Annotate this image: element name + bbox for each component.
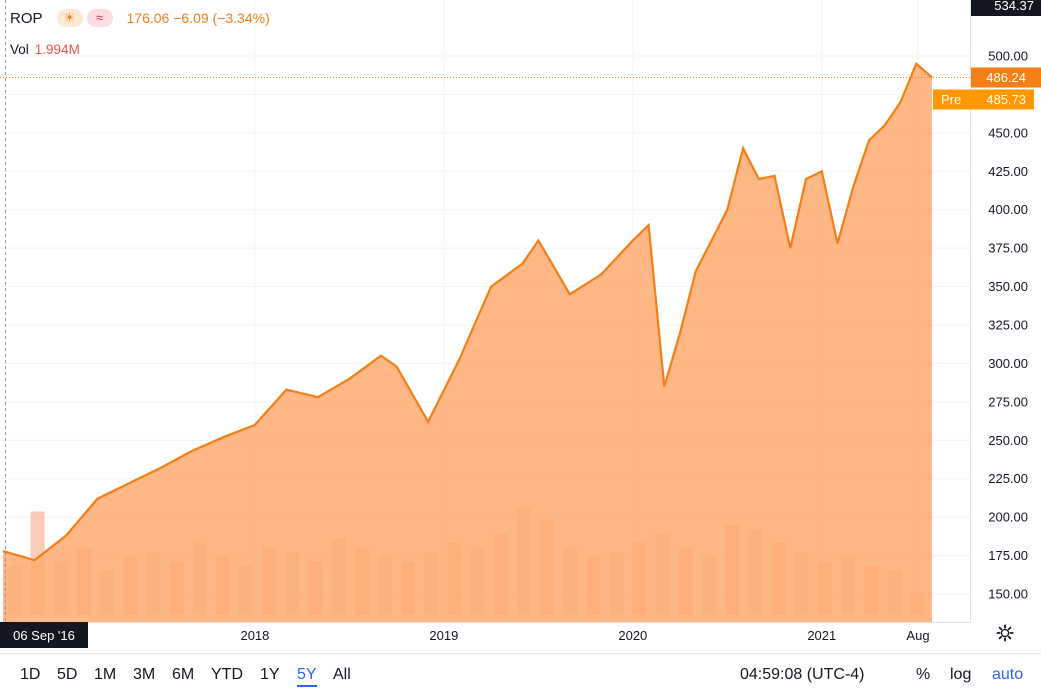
price-tick-label: 300.00 — [988, 356, 1028, 371]
pre-market-price: 485.73 — [986, 92, 1026, 107]
symbol-label[interactable]: ROP — [10, 9, 43, 27]
price-quote: 176.06 −6.09 (−3.34%) — [126, 10, 270, 26]
price-line — [2, 61, 933, 562]
chart-legend: ROP ☀ ≈ 176.06 −6.09 (−3.34%) — [10, 9, 270, 27]
time-tick-label: 2018 — [240, 628, 269, 643]
start-date-badge: 06 Sep '16 — [0, 622, 88, 648]
price-chart[interactable]: 150.00 175.00 200.00 225.00 250.00 275.00 300.… — [0, 0, 1041, 653]
price-tick-label: 175.00 — [988, 548, 1028, 563]
price-tick-label: 350.00 — [988, 279, 1028, 294]
range-5y-button[interactable]: 5Y — [297, 666, 317, 687]
price-tick-label: 250.00 — [988, 433, 1028, 448]
top-price-badge: 534.37 — [971, 0, 1041, 16]
volume-label: Vol — [10, 42, 29, 57]
price-axis-ticks: 150.00 175.00 200.00 225.00 250.00 275.00 300.… — [988, 49, 1028, 602]
price-tick-label: 325.00 — [988, 318, 1028, 333]
time-tick-label: 2019 — [429, 628, 458, 643]
auto-scale-button[interactable]: auto — [992, 666, 1024, 683]
bottom-toolbar: 1D 5D 1M 3M 6M YTD 1Y 5Y All 04:59:08 (U… — [0, 653, 1041, 698]
price-tick-label: 375.00 — [988, 241, 1028, 256]
top-price-label: 534.37 — [994, 0, 1034, 13]
range-6m-button[interactable]: 6M — [172, 666, 195, 683]
pre-market-badge: Pre 485.73 — [933, 89, 1034, 110]
clock-readout[interactable]: 04:59:08 (UTC-4) — [740, 666, 865, 683]
volume-value: 1.994M — [34, 42, 80, 57]
wave-icon: ≈ — [86, 9, 113, 27]
percent-scale-button[interactable]: % — [916, 666, 931, 683]
start-date-label: 06 Sep '16 — [13, 628, 75, 643]
time-tick-label: Aug — [906, 628, 929, 643]
range-5d-button[interactable]: 5D — [57, 666, 78, 683]
time-tick-label: 2020 — [618, 628, 647, 643]
current-price-label: 486.24 — [986, 70, 1026, 85]
range-3m-button[interactable]: 3M — [133, 666, 156, 683]
settings-gear-icon[interactable] — [996, 624, 1014, 642]
pre-market-tag: Pre — [941, 92, 961, 107]
range-1y-button[interactable]: 1Y — [260, 666, 280, 683]
price-tick-label: 450.00 — [988, 125, 1028, 140]
price-tick-label: 150.00 — [988, 587, 1028, 602]
log-scale-button[interactable]: log — [950, 666, 972, 683]
price-tick-label: 275.00 — [988, 394, 1028, 409]
range-all-button[interactable]: All — [333, 666, 351, 683]
sun-icon: ☀ — [56, 9, 83, 27]
range-ytd-button[interactable]: YTD — [211, 666, 243, 683]
price-tick-label: 225.00 — [988, 471, 1028, 486]
range-1d-button[interactable]: 1D — [20, 666, 41, 683]
price-tick-label: 200.00 — [988, 510, 1028, 525]
time-tick-label: 2021 — [807, 628, 836, 643]
time-axis-ticks: 2018 2019 2020 2021 Aug — [240, 628, 929, 643]
price-tick-label: 400.00 — [988, 202, 1028, 217]
volume-legend: Vol 1.994M — [10, 42, 80, 57]
current-price-badge: 486.24 — [971, 67, 1041, 88]
range-1m-button[interactable]: 1M — [94, 666, 117, 683]
price-tick-label: 500.00 — [988, 49, 1028, 64]
price-tick-label: 425.00 — [988, 164, 1028, 179]
